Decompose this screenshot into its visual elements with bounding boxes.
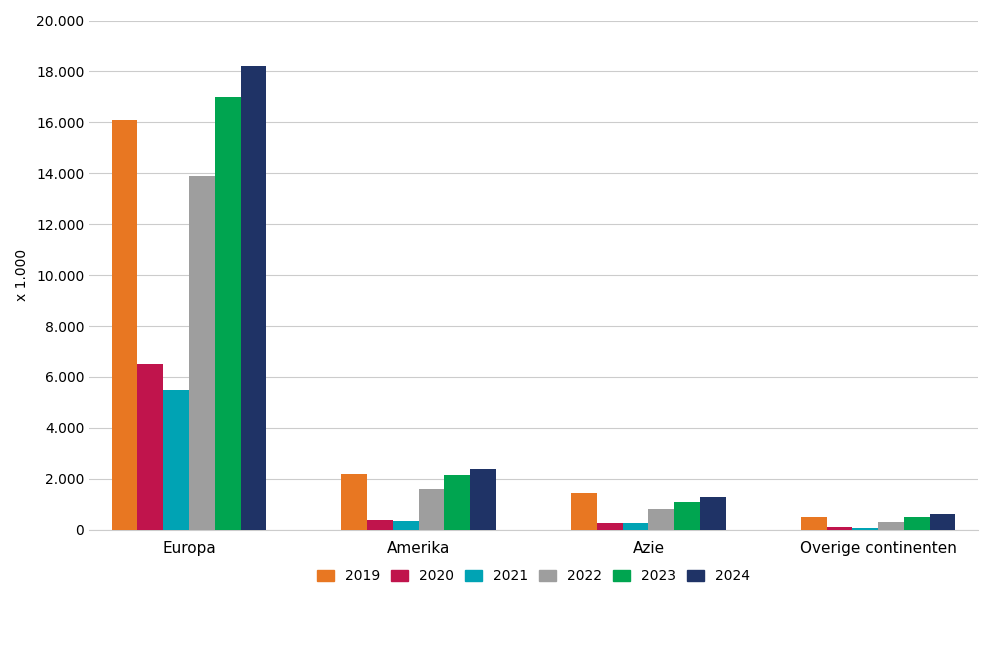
Bar: [801, 517, 826, 529]
Bar: [623, 524, 648, 529]
Bar: [904, 517, 929, 529]
Legend: 2019, 2020, 2021, 2022, 2023, 2024: 2019, 2020, 2021, 2022, 2023, 2024: [312, 564, 756, 589]
Bar: [471, 469, 496, 529]
Bar: [342, 474, 367, 529]
Bar: [648, 509, 674, 529]
Bar: [189, 176, 214, 529]
Bar: [674, 502, 700, 529]
Bar: [393, 521, 419, 529]
Bar: [571, 492, 597, 529]
Bar: [367, 520, 393, 529]
Bar: [852, 527, 878, 529]
Bar: [419, 489, 445, 529]
Bar: [137, 364, 163, 529]
Bar: [163, 389, 189, 529]
Bar: [214, 97, 240, 529]
Bar: [878, 522, 904, 529]
Bar: [826, 527, 852, 529]
Bar: [240, 66, 266, 529]
Bar: [929, 515, 955, 529]
Bar: [700, 496, 726, 529]
Bar: [445, 475, 471, 529]
Y-axis label: x 1.000: x 1.000: [15, 249, 29, 301]
Bar: [597, 524, 623, 529]
Bar: [112, 120, 137, 529]
